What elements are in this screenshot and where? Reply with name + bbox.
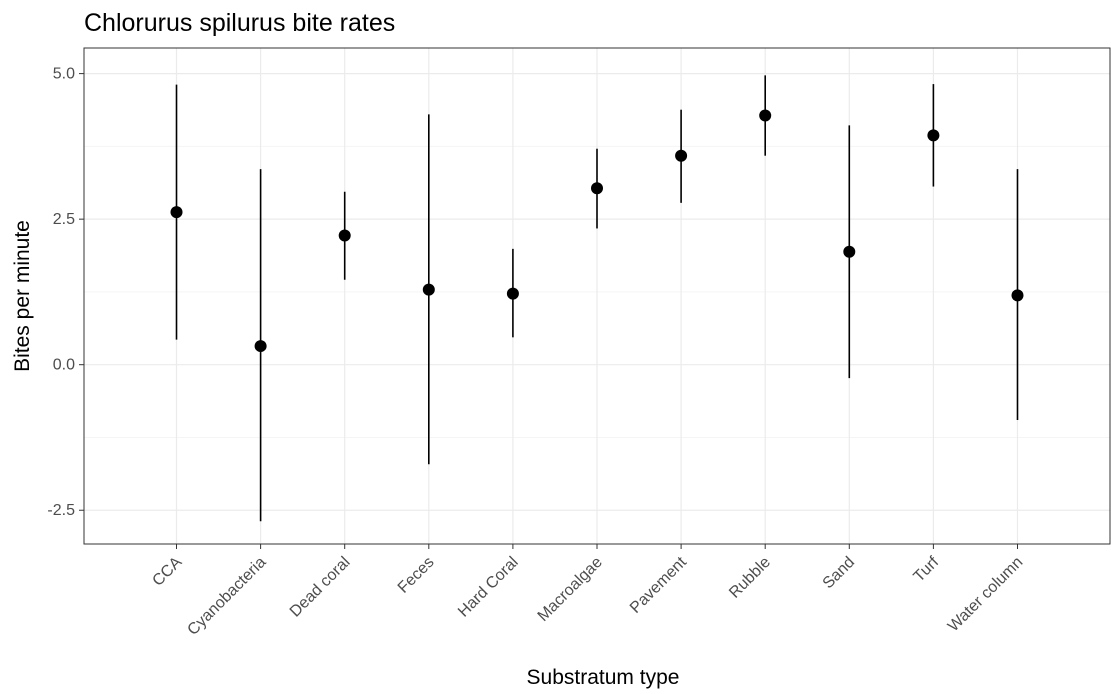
data-point: [170, 206, 183, 219]
data-point: [1011, 289, 1024, 302]
data-point: [759, 109, 772, 122]
data-point: [675, 149, 688, 162]
y-tick-label: 5.0: [53, 66, 75, 83]
y-axis-title: Bites per minute: [11, 220, 34, 372]
chart-title: Chlorurus spilurus bite rates: [84, 9, 395, 37]
x-tick-label: Cyanobacteria: [184, 554, 269, 639]
x-tick-label: Turf: [911, 553, 943, 585]
x-tick-label: Pavement: [627, 553, 690, 616]
x-axis-title: Substratum type: [527, 666, 680, 689]
data-point: [843, 245, 856, 258]
x-tick-label: Dead coral: [287, 554, 354, 621]
y-tick-label: -2.5: [47, 502, 75, 519]
x-tick-label: Macroalgae: [535, 554, 606, 625]
data-point: [254, 340, 267, 353]
data-point: [338, 229, 351, 242]
grid: [84, 48, 1110, 544]
y-tick-label: 0.0: [53, 357, 75, 374]
data-layer: [170, 75, 1024, 522]
data-point: [422, 283, 435, 296]
data-point: [927, 129, 940, 142]
data-point: [506, 287, 519, 300]
x-tick-label: CCA: [149, 554, 185, 590]
y-tick-label: 2.5: [53, 211, 75, 228]
x-tick-label: Sand: [820, 554, 858, 592]
x-tick-label: Rubble: [726, 554, 774, 602]
x-tick-label: Water column: [945, 554, 1026, 635]
x-tick-label: Feces: [395, 554, 438, 597]
x-tick-label: Hard Coral: [455, 554, 522, 621]
panel-border: [83, 47, 1111, 545]
data-point: [591, 182, 603, 195]
